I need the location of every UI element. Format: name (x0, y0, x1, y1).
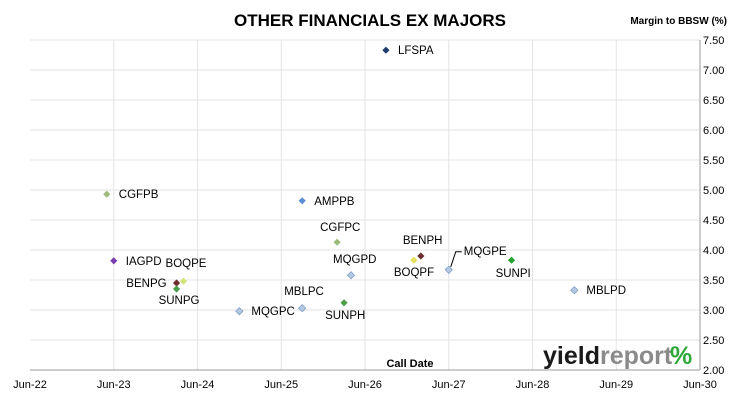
grid (30, 39, 701, 370)
y-tick-labels: 2.00 2.50 3.00 3.50 4.00 4.50 5.00 5.50 6.00 6.50… (703, 35, 724, 377)
x-tick-label: Jun-26 (348, 379, 382, 391)
data-point-benpg (172, 279, 181, 287)
data-point-sunph (340, 299, 348, 307)
data-point-mqgpc (235, 307, 244, 316)
point-labels: LFSPA CGFPB AMPPB CGFPC BENPH MQGPE IAGPD BOQPE… (119, 45, 626, 322)
point-label-cgfpb: CGFPB (119, 189, 159, 201)
y-tick-label: 3.00 (703, 305, 724, 317)
x-tick-label: Jun-24 (181, 379, 215, 391)
x-tick-label: Jun-27 (432, 379, 466, 391)
point-label-boqpf: BOQPF (394, 267, 434, 279)
logo-symbol: % (670, 342, 692, 370)
y-tick-label: 4.00 (703, 245, 724, 257)
y-tick-label: 3.50 (703, 275, 724, 287)
point-label-cgfpc: CGFPC (320, 222, 360, 234)
y-tick-label: 6.50 (703, 95, 724, 107)
data-point-mblpd (570, 286, 579, 295)
point-label-mqgpc: MQGPC (251, 306, 294, 318)
point-label-mblpc: MBLPC (284, 286, 324, 298)
axes (30, 40, 701, 371)
data-point-boqpe (179, 277, 188, 285)
point-label-boqpe: BOQPE (166, 258, 207, 270)
point-label-benph: BENPH (403, 235, 443, 247)
x-tick-label: Jun-29 (599, 379, 633, 391)
x-tick-label: Jun-30 (683, 379, 717, 391)
point-label-benpg: BENPG (126, 278, 166, 290)
data-point-mqgpd (346, 271, 356, 280)
point-label-sunpg: SUNPG (159, 295, 200, 307)
data-point-mqgpe (444, 265, 453, 274)
logo-part1: yield (543, 342, 600, 370)
y-tick-label: 5.50 (703, 155, 724, 167)
data-point-sunpi (507, 256, 516, 264)
point-label-mqgpe: MQGPE (464, 246, 507, 258)
point-label-mblpd: MBLPD (586, 285, 626, 297)
point-label-iagpd: IAGPD (126, 256, 162, 268)
point-label-sunph: SUNPH (325, 310, 365, 322)
chart-title: OTHER FINANCIALS EX MAJORS (234, 11, 506, 30)
y-tick-label: 7.50 (703, 35, 724, 47)
point-label-lfspa: LFSPA (398, 45, 434, 57)
data-point-boqpf (410, 256, 418, 264)
point-label-mqgpd: MQGPD (333, 254, 376, 266)
svg-text:yieldreport: yieldreport (543, 342, 673, 370)
yieldreport-logo: yieldreport % (543, 342, 692, 370)
point-label-sunpi: SUNPI (496, 268, 531, 280)
y-tick-label: 7.00 (703, 65, 724, 77)
data-points (103, 46, 579, 316)
x-tick-label: Jun-28 (516, 379, 550, 391)
y-tick-label: 2.00 (703, 365, 724, 377)
data-point-cgfpb (103, 190, 111, 198)
x-tick-labels: Jun-22 Jun-23 Jun-24 Jun-25 Jun-26 Jun-27 Jun-… (13, 379, 717, 391)
y-axis-label: Margin to BBSW (%) (630, 16, 727, 27)
data-point-cgfpc (333, 238, 341, 246)
percent-icon: % (670, 342, 692, 370)
y-tick-label: 5.00 (703, 185, 724, 197)
data-point-benph (417, 252, 425, 260)
y-tick-label: 6.00 (703, 125, 724, 137)
x-tick-label: Jun-22 (13, 379, 47, 391)
data-point-mblpc (298, 304, 307, 313)
x-tick-label: Jun-23 (97, 379, 131, 391)
point-label-amppb: AMPPB (314, 196, 355, 208)
logo-part2: report (600, 342, 673, 370)
data-point-sunpg (172, 285, 181, 293)
x-axis-label: Call Date (386, 358, 433, 370)
x-tick-label: Jun-25 (264, 379, 298, 391)
leader-line (450, 251, 462, 267)
data-point-amppb (298, 197, 306, 205)
y-tick-label: 4.50 (703, 215, 724, 227)
y-tick-label: 2.50 (703, 335, 724, 347)
data-point-iagpd (110, 257, 118, 265)
data-point-lfspa (382, 46, 390, 54)
